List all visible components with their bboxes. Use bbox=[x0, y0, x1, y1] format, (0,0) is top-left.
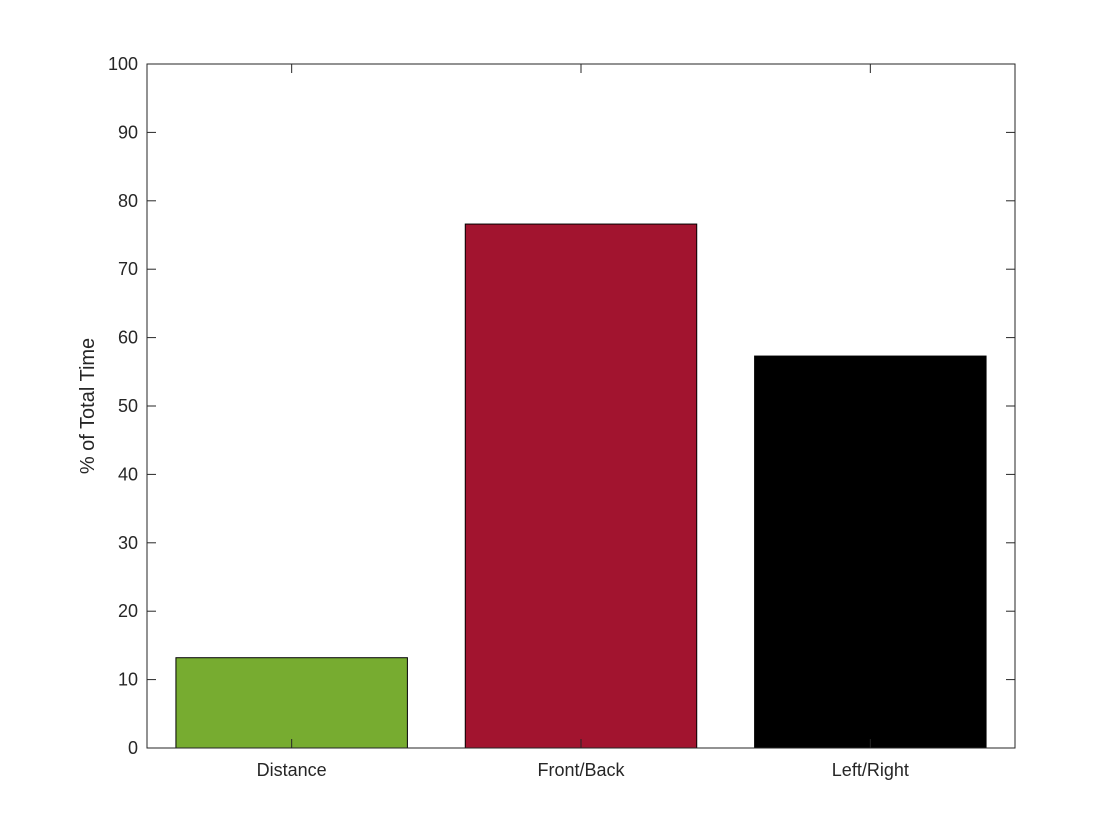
tick-labels-group: 0 10 20 30 40 50 60 70 80 90 100 Distance Front/Back… bbox=[108, 54, 909, 780]
x-tick-label: Distance bbox=[257, 760, 327, 780]
y-tick-label: 80 bbox=[118, 191, 138, 211]
plot-frame bbox=[146, 63, 1016, 749]
bar-distance bbox=[175, 657, 408, 749]
y-tick-label: 50 bbox=[118, 396, 138, 416]
y-tick-label: 0 bbox=[128, 738, 138, 758]
y-tick-label: 10 bbox=[118, 670, 138, 690]
x-tick-label: Left/Right bbox=[832, 760, 909, 780]
y-tick-label: 20 bbox=[118, 601, 138, 621]
y-axis-title: % of Total Time bbox=[77, 338, 99, 474]
y-tick-label: 100 bbox=[108, 54, 138, 74]
y-tick-label: 40 bbox=[118, 464, 138, 484]
bar-left-right bbox=[754, 355, 987, 749]
y-tick-label: 90 bbox=[118, 122, 138, 142]
y-tick-label: 30 bbox=[118, 533, 138, 553]
y-tick-label: 60 bbox=[118, 328, 138, 348]
x-tick-label: Front/Back bbox=[537, 760, 625, 780]
y-tick-label: 70 bbox=[118, 259, 138, 279]
bars-group bbox=[175, 223, 987, 749]
bar-front-back bbox=[464, 223, 698, 749]
